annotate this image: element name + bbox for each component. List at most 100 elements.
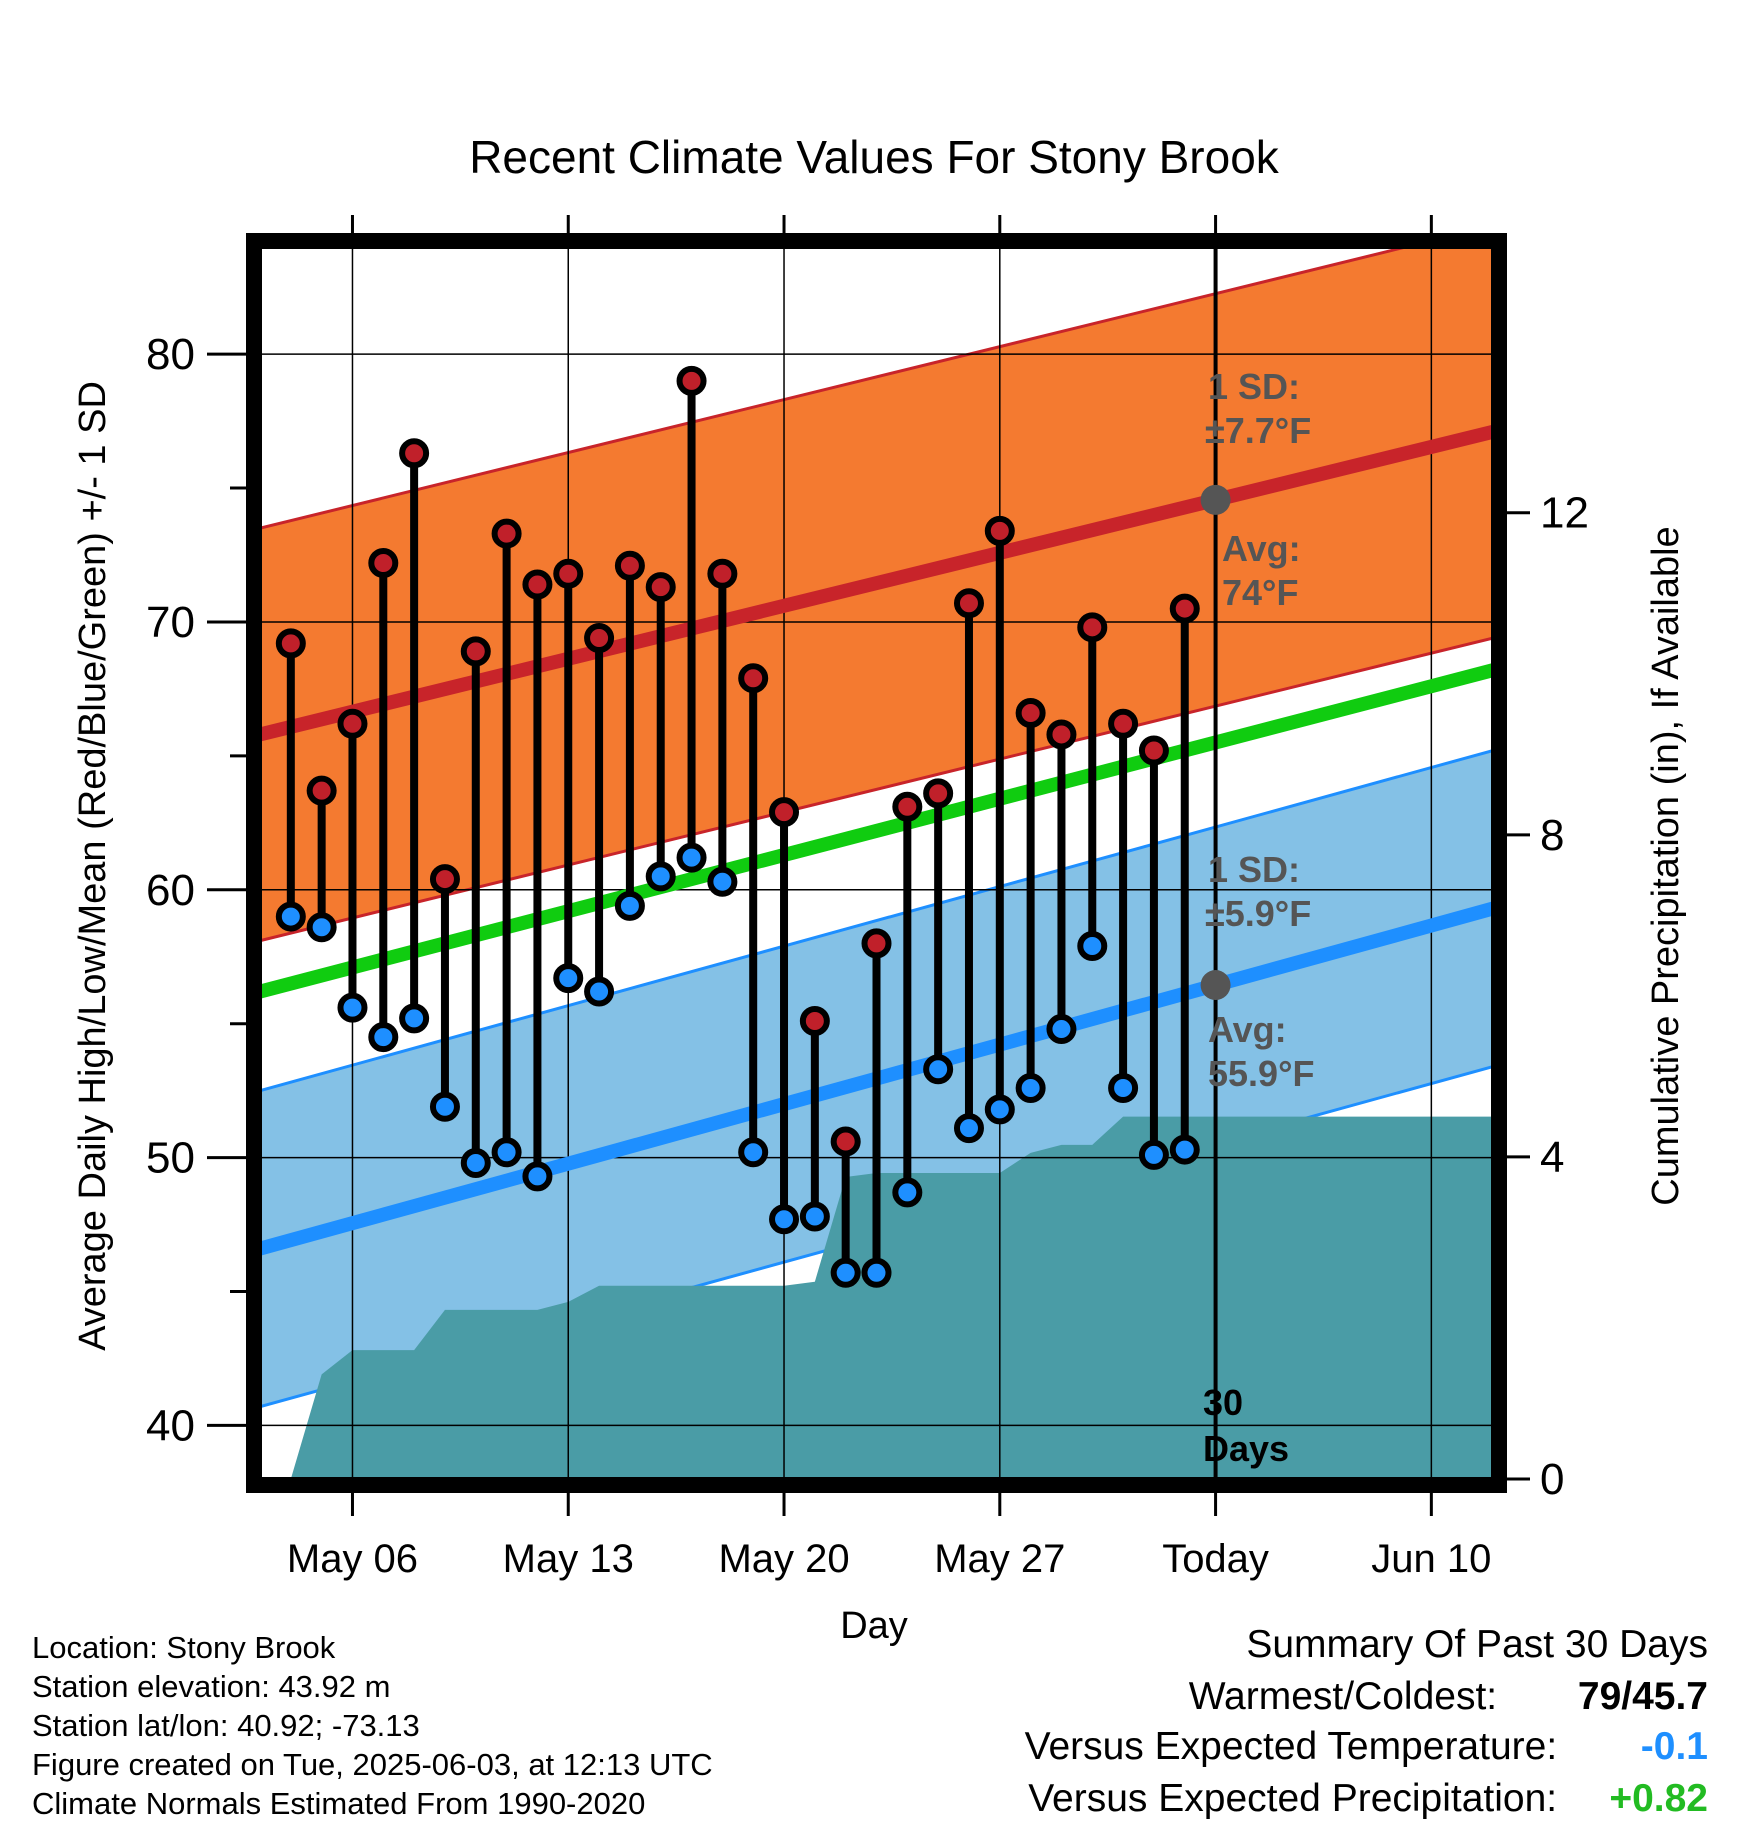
axes: 40 50 60 70 80 0 4 8 12 May 06 May 13 May 20 May 27 T… (146, 215, 1589, 1581)
low-sd-value: ±5.9°F (1205, 893, 1311, 934)
x-tick-label: Jun 10 (1371, 1537, 1491, 1581)
high-point (368, 548, 399, 579)
today-high-avg-marker (1200, 484, 1231, 515)
warmest-value: 79/45.7 (1577, 1675, 1708, 1718)
high-sd-value: ±7.7°F (1205, 410, 1311, 451)
high-point (645, 572, 676, 603)
high-point (953, 588, 984, 619)
high-point (460, 636, 491, 667)
low-point (584, 976, 615, 1007)
high-avg-value: 74°F (1222, 572, 1298, 613)
low-avg-label: Avg: (1208, 1009, 1287, 1050)
low-point (368, 1022, 399, 1053)
x-tick-label: May 06 (287, 1537, 418, 1581)
high-point (1138, 735, 1169, 766)
x-tick-label: May 27 (934, 1537, 1065, 1581)
high-point (984, 515, 1015, 546)
y-tick-label: 70 (146, 598, 195, 647)
low-point (1108, 1072, 1139, 1103)
low-point (1046, 1014, 1077, 1045)
plot-area (260, 247, 1493, 1479)
low-point (892, 1177, 923, 1208)
high-point (491, 518, 522, 549)
high-point (553, 558, 584, 589)
y2-axis-label: Cumulative Precipitation (in), If Availa… (1645, 526, 1687, 1205)
high-point (399, 438, 430, 469)
high-point (799, 1006, 830, 1037)
chart-title: Recent Climate Values For Stony Brook (469, 131, 1280, 183)
low-point (429, 1091, 460, 1122)
high-point (1108, 708, 1139, 739)
station-info: Location: Stony Brook Station elevation:… (32, 1628, 713, 1823)
low-point (738, 1137, 769, 1168)
precip-label: Versus Expected Precipitation: (1028, 1777, 1558, 1820)
high-point (830, 1126, 861, 1157)
high-point (738, 663, 769, 694)
precipitation-area (290, 1116, 1493, 1479)
y2-tick-label: 4 (1540, 1133, 1564, 1182)
low-point (1169, 1134, 1200, 1165)
high-point (306, 775, 337, 806)
y-tick-label: 50 (146, 1134, 195, 1183)
high-point (923, 778, 954, 809)
low-point (275, 901, 306, 932)
today-low-avg-marker (1200, 970, 1231, 1001)
low-point (1138, 1139, 1169, 1170)
low-sd-label: 1 SD: (1208, 849, 1300, 890)
high-point (337, 708, 368, 739)
warmest-label: Warmest/Coldest: (1188, 1675, 1498, 1718)
location-text: Location: Stony Brook (32, 1630, 336, 1665)
y2-tick-label: 12 (1540, 489, 1589, 538)
y-tick-label: 40 (146, 1401, 195, 1450)
low-point (491, 1137, 522, 1168)
low-point (306, 912, 337, 943)
low-point (614, 890, 645, 921)
high-avg-label: Avg: (1222, 528, 1301, 569)
precip-value: +0.82 (1609, 1777, 1708, 1820)
x-tick-label: Today (1162, 1537, 1269, 1581)
low-point (399, 1003, 430, 1034)
high-point (707, 558, 738, 589)
normals-text: Climate Normals Estimated From 1990-2020 (32, 1786, 646, 1821)
low-point (707, 866, 738, 897)
y-tick-label: 80 (146, 330, 195, 379)
elevation-text: Station elevation: 43.92 m (32, 1669, 391, 1704)
low-point (645, 861, 676, 892)
days-count: 30 (1203, 1382, 1243, 1423)
high-point (1169, 593, 1200, 624)
mean-avg-line (260, 663, 1493, 999)
low-point (522, 1161, 553, 1192)
low-point (1077, 931, 1108, 962)
days-word: Days (1203, 1428, 1289, 1469)
summary-title: Summary Of Past 30 Days (1246, 1623, 1708, 1666)
y-axis-label: Average Daily High/Low/Mean (Red/Blue/Gr… (72, 381, 114, 1351)
high-point (861, 928, 892, 959)
low-avg-value: 55.9°F (1208, 1053, 1314, 1094)
high-point (614, 550, 645, 581)
created-text: Figure created on Tue, 2025-06-03, at 12… (32, 1747, 713, 1782)
x-tick-label: May 20 (718, 1537, 849, 1581)
x-tick-label: May 13 (503, 1537, 634, 1581)
temp-label: Versus Expected Temperature: (1024, 1725, 1558, 1768)
low-point (953, 1113, 984, 1144)
low-point (460, 1147, 491, 1178)
x-axis-label: Day (840, 1605, 908, 1647)
low-point (337, 992, 368, 1023)
high-point (584, 623, 615, 654)
y-tick-label: 60 (146, 866, 195, 915)
low-point (923, 1054, 954, 1085)
high-point (1077, 612, 1108, 643)
plot-frame (246, 233, 1507, 1493)
low-point (861, 1257, 892, 1288)
low-point (1015, 1072, 1046, 1103)
high-point (769, 797, 800, 828)
summary-warmest: Warmest/Coldest: 79/45.7 (1189, 1675, 1708, 1719)
high-point (522, 569, 553, 600)
low-point (830, 1257, 861, 1288)
high-point (676, 365, 707, 396)
high-point (1015, 698, 1046, 729)
high-avg-line (260, 425, 1493, 742)
high-point (429, 864, 460, 895)
high-point (275, 628, 306, 659)
